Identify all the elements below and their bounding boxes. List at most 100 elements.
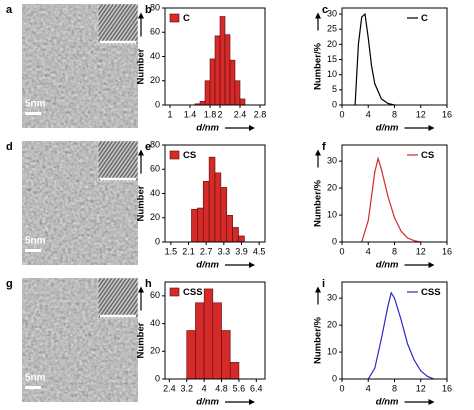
- x-tick-label: 2.7: [200, 246, 213, 256]
- legend-label: C: [421, 13, 428, 24]
- scale-label: 5nm: [25, 236, 46, 247]
- y-tick-label: 80: [150, 139, 160, 149]
- y-tick-label: 0: [155, 99, 160, 109]
- x-tick-label: 1.4: [184, 109, 197, 119]
- x-axis-label: d/nm: [376, 123, 399, 134]
- scale-bar: [25, 386, 41, 389]
- legend-swatch: [169, 150, 180, 160]
- x-tick-label: 12: [416, 246, 426, 256]
- x-tick-label: 0: [339, 246, 344, 256]
- y-arrow-head: [315, 286, 321, 293]
- x-arrow-head: [428, 125, 435, 131]
- x-tick-label: 12: [416, 109, 426, 119]
- hist-bar: [214, 172, 222, 243]
- x-tick-label: 0: [339, 109, 344, 119]
- x-tick-label: 2.1: [182, 246, 195, 256]
- x-axis-label: d/nm: [196, 260, 219, 271]
- hist-bar: [186, 330, 196, 380]
- x-tick-label: 8: [392, 109, 397, 119]
- scale-bar: [25, 249, 41, 252]
- hist-bar: [221, 330, 231, 380]
- scale-bar: [25, 112, 41, 115]
- y-tick-label: 40: [150, 51, 160, 61]
- y-tick-label: 20: [327, 182, 337, 192]
- hist-bar: [191, 208, 198, 243]
- x-tick-label: 2.4: [163, 383, 176, 393]
- hist-bar: [226, 215, 233, 243]
- hist-bar: [209, 58, 216, 106]
- y-tick-label: 0: [332, 99, 337, 109]
- y-axis-label: Number: [136, 322, 147, 358]
- y-tick-label: 40: [150, 318, 160, 328]
- hist-bar: [220, 187, 228, 243]
- hist-bar: [204, 80, 211, 106]
- x-tick-label: 12: [416, 383, 426, 393]
- y-tick-label: 0: [332, 373, 337, 383]
- hist-bar: [214, 35, 221, 106]
- y-arrow-head: [138, 149, 144, 156]
- y-arrow-head: [315, 149, 321, 156]
- inset-image: [97, 3, 139, 45]
- x-tick-label: 5.6: [233, 383, 246, 393]
- scale-label: 5nm: [25, 99, 46, 110]
- legend-label: C: [183, 13, 190, 24]
- x-tick-label: 2: [217, 109, 222, 119]
- y-tick-label: 25: [327, 24, 337, 34]
- hist-bar: [229, 362, 240, 380]
- x-axis-label: d/nm: [196, 123, 219, 134]
- y-arrow-head: [138, 286, 144, 293]
- x-tick-label: 1.5: [165, 246, 178, 256]
- x-axis-label: d/nm: [376, 260, 399, 271]
- x-arrow-head: [428, 399, 435, 405]
- x-arrow-head: [249, 125, 255, 131]
- y-tick-label: 10: [327, 69, 337, 79]
- x-tick-label: 16: [442, 246, 452, 256]
- y-tick-label: 20: [150, 346, 160, 356]
- y-axis-label: Number/%: [313, 179, 324, 227]
- hist-bar: [239, 98, 246, 106]
- inset-image: [97, 140, 139, 182]
- y-tick-label: 30: [327, 156, 337, 166]
- panel-label: e: [145, 141, 151, 153]
- distribution-line: [361, 156, 421, 243]
- x-tick-label: 8: [392, 383, 397, 393]
- panel-label: g: [6, 278, 13, 290]
- y-tick-label: 10: [327, 346, 337, 356]
- y-axis-label: Number: [136, 185, 147, 221]
- inset-image: [97, 277, 139, 319]
- x-tick-label: 1.8: [204, 109, 217, 119]
- y-tick-label: 20: [327, 39, 337, 49]
- x-tick-label: 1: [167, 109, 172, 119]
- x-tick-label: 4: [202, 383, 207, 393]
- y-tick-label: 30: [327, 293, 337, 303]
- plot-frame: [164, 281, 266, 380]
- y-tick-label: 60: [150, 27, 160, 37]
- panel-label: f: [322, 141, 326, 153]
- panel-label: d: [6, 141, 13, 153]
- x-tick-label: 3.3: [218, 246, 231, 256]
- hist-bar: [202, 181, 210, 243]
- panel-label: h: [145, 278, 152, 290]
- hist-bar: [199, 101, 206, 106]
- y-tick-label: 15: [327, 54, 337, 64]
- legend-label: CSS: [183, 287, 203, 298]
- legend-label: CS: [421, 150, 434, 161]
- y-tick-label: 60: [150, 164, 160, 174]
- y-axis-label: Number/%: [313, 316, 324, 364]
- y-tick-label: 20: [150, 75, 160, 85]
- x-tick-label: 4: [366, 246, 371, 256]
- panel-label: b: [145, 4, 152, 16]
- hist-bar: [208, 156, 216, 243]
- y-arrow-head: [138, 12, 144, 19]
- hist-bar: [224, 34, 231, 106]
- y-axis-label: Number/%: [313, 42, 324, 90]
- legend-swatch: [169, 287, 180, 297]
- x-arrow-head: [249, 399, 255, 405]
- x-tick-label: 4.5: [253, 246, 266, 256]
- y-tick-label: 60: [150, 290, 160, 300]
- y-tick-label: 5: [332, 84, 337, 94]
- x-arrow-head: [428, 262, 435, 268]
- x-tick-label: 0: [339, 383, 344, 393]
- x-tick-label: 4: [366, 383, 371, 393]
